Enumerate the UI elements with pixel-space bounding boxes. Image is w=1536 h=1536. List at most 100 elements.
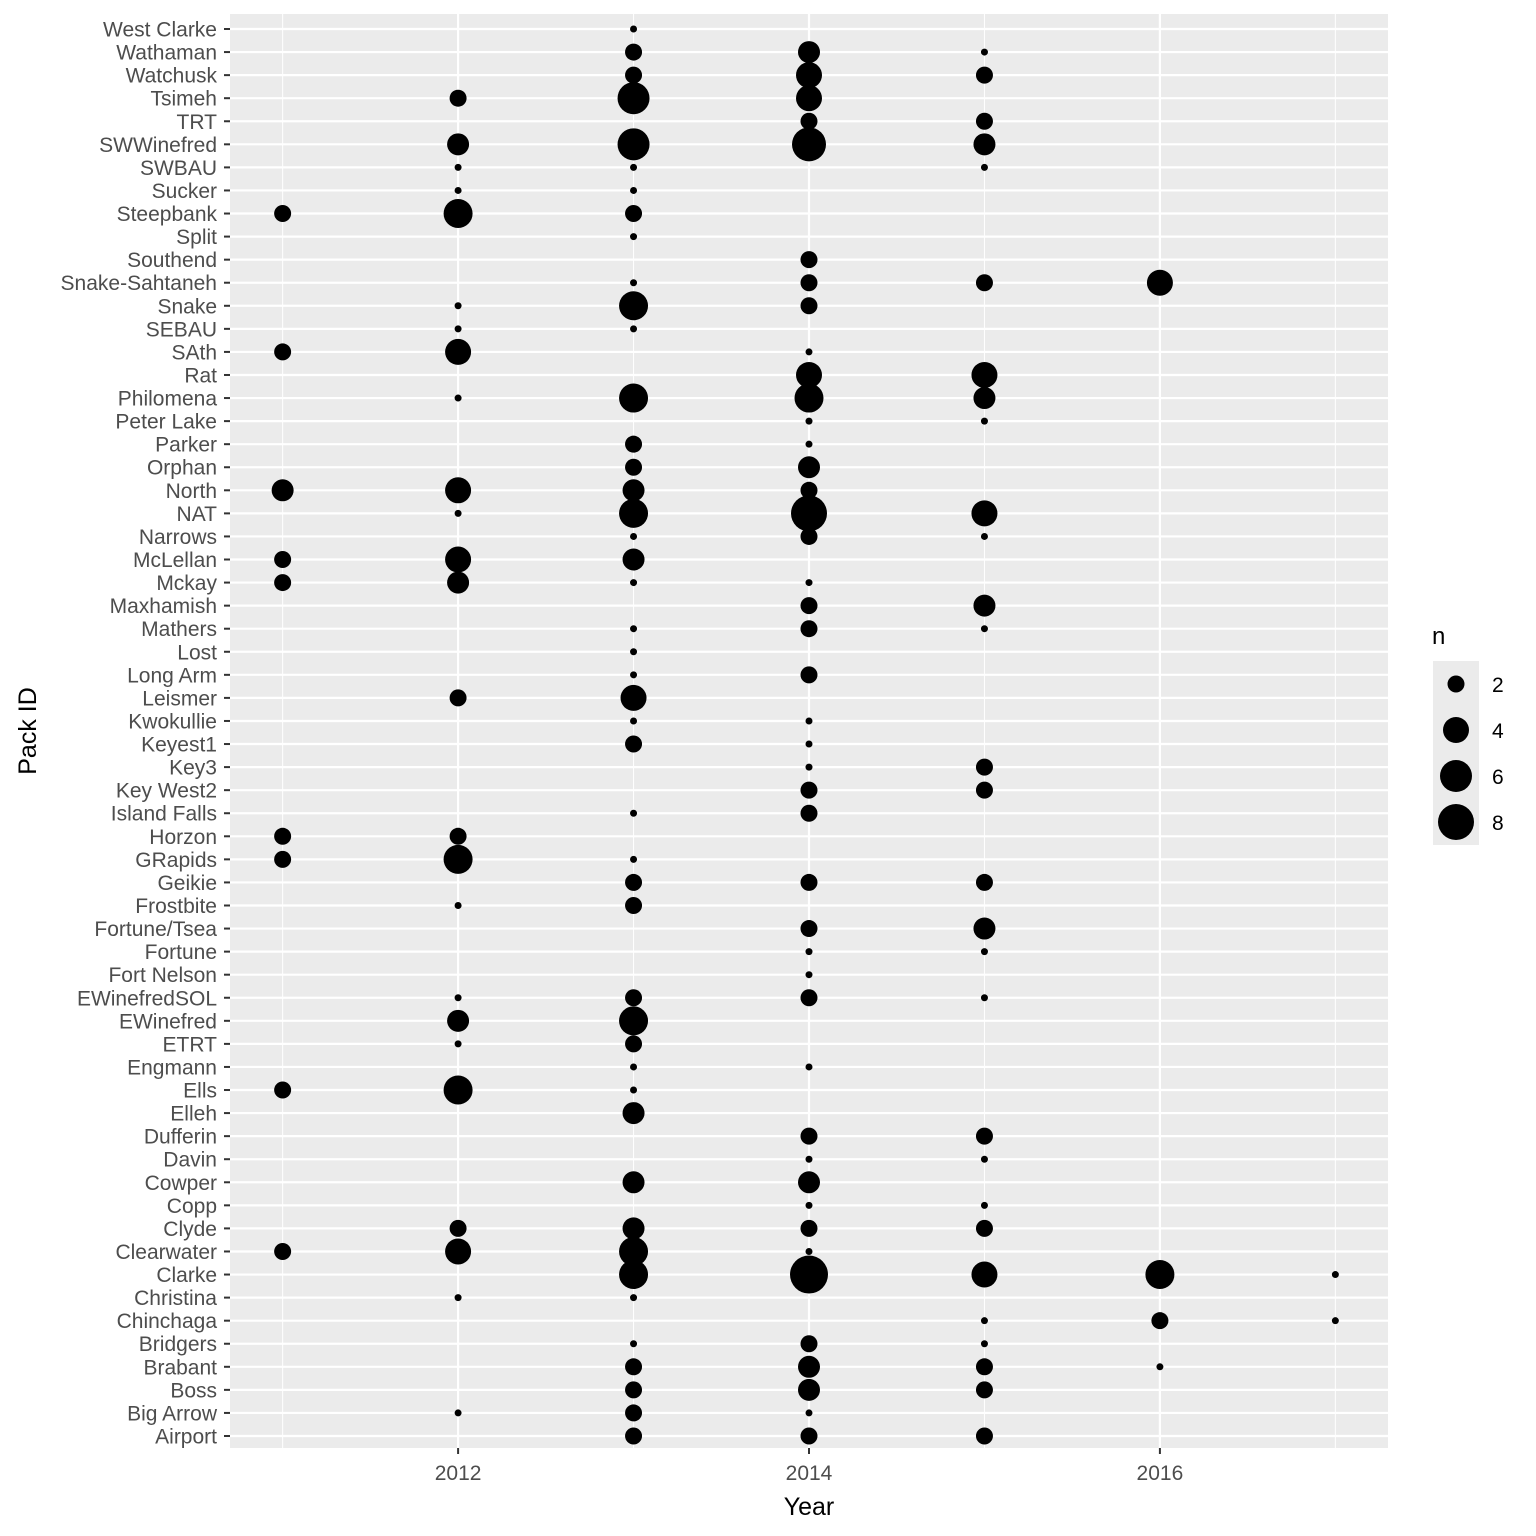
data-points xyxy=(271,25,1339,1445)
y-tick-label: Wathaman xyxy=(116,42,217,65)
data-point xyxy=(630,25,638,33)
y-tick-label: SAth xyxy=(171,341,217,364)
data-point xyxy=(445,546,472,573)
data-point xyxy=(630,671,638,679)
data-point xyxy=(975,1219,993,1237)
y-tick-label: Davin xyxy=(163,1149,217,1172)
data-point xyxy=(619,498,649,528)
data-point xyxy=(622,479,645,502)
data-point xyxy=(447,133,470,156)
data-point xyxy=(805,763,813,771)
y-tick-label: Boss xyxy=(170,1379,217,1402)
data-point xyxy=(798,1378,820,1401)
data-point xyxy=(800,920,818,938)
data-point xyxy=(800,666,818,684)
data-point xyxy=(625,1404,643,1422)
data-point xyxy=(454,509,462,517)
data-point xyxy=(790,1255,828,1294)
data-point xyxy=(274,827,292,845)
data-point xyxy=(980,1340,988,1348)
y-tick-label: Fort Nelson xyxy=(108,964,217,987)
data-point xyxy=(443,199,473,229)
legend-label: 4 xyxy=(1492,720,1504,743)
data-point xyxy=(443,844,473,874)
y-tick-label: Peter Lake xyxy=(115,411,217,434)
y-tick-label: Clearwater xyxy=(115,1241,217,1264)
data-point xyxy=(805,971,813,979)
data-point xyxy=(1146,269,1173,296)
legend-key xyxy=(1443,717,1469,743)
y-tick-label: Mckay xyxy=(156,572,217,595)
data-point xyxy=(619,1260,649,1290)
y-tick-label: Dufferin xyxy=(144,1126,217,1149)
data-point xyxy=(625,458,643,476)
data-point xyxy=(454,1294,462,1302)
data-point xyxy=(454,1040,462,1048)
data-point xyxy=(805,579,813,587)
y-tick-label: Island Falls xyxy=(111,803,217,826)
y-tick-label: Philomena xyxy=(118,388,218,411)
data-point xyxy=(630,1086,638,1094)
x-axis-title: Year xyxy=(784,1493,835,1521)
data-point xyxy=(980,1155,988,1163)
data-point xyxy=(630,717,638,725)
y-tick-label: Steepbank xyxy=(117,203,218,226)
legend-label: 2 xyxy=(1492,674,1504,697)
data-point xyxy=(971,500,998,527)
data-point xyxy=(619,291,649,321)
data-point xyxy=(973,917,996,940)
y-tick-label: Frostbite xyxy=(135,895,217,918)
data-point xyxy=(980,625,988,633)
data-point xyxy=(805,1247,813,1255)
data-point xyxy=(622,548,645,571)
y-tick-label: Southend xyxy=(127,249,217,272)
y-tick-label: Snake xyxy=(157,295,217,318)
y-tick-label: Clyde xyxy=(163,1218,217,1241)
data-point xyxy=(798,1355,820,1378)
data-point xyxy=(794,383,824,413)
data-point xyxy=(975,1127,993,1145)
data-point xyxy=(625,1381,643,1399)
y-tick-label: Tsimeh xyxy=(150,88,217,111)
data-point xyxy=(619,1006,649,1036)
y-tick-label: Long Arm xyxy=(127,664,217,687)
data-point xyxy=(274,551,292,569)
y-tick-label: Sucker xyxy=(152,180,217,203)
data-point xyxy=(805,740,813,748)
y-tick-label: Watchusk xyxy=(126,65,218,88)
y-tick-label: Key West2 xyxy=(116,780,217,803)
data-point xyxy=(975,1427,993,1445)
data-point xyxy=(630,1340,638,1348)
data-point xyxy=(971,1261,998,1288)
x-tick-label: 2014 xyxy=(786,1462,833,1485)
data-point xyxy=(980,948,988,956)
data-point xyxy=(625,896,643,914)
y-tick-label: Snake-Sahtaneh xyxy=(61,272,217,295)
data-point xyxy=(800,804,818,822)
y-tick-label: EWinefred xyxy=(119,1010,217,1033)
data-point xyxy=(805,1063,813,1071)
data-point xyxy=(798,1171,820,1194)
x-tick-label: 2012 xyxy=(435,1462,482,1485)
data-point xyxy=(617,128,650,161)
y-tick-label: Leismer xyxy=(142,687,217,710)
data-point xyxy=(625,873,643,891)
data-point xyxy=(980,48,988,56)
data-point xyxy=(625,435,643,453)
y-tick-label: Horzon xyxy=(149,826,217,849)
data-point xyxy=(630,1294,638,1302)
data-point xyxy=(800,781,818,799)
x-axis-ticks: 2012 2014 2016 xyxy=(435,1448,1183,1485)
data-point xyxy=(620,684,647,711)
data-point xyxy=(975,873,993,891)
data-point xyxy=(630,579,638,587)
data-point xyxy=(454,1409,462,1417)
data-point xyxy=(973,387,996,410)
data-point xyxy=(791,495,827,532)
data-point xyxy=(449,1219,467,1237)
y-tick-label: Kwokullie xyxy=(128,710,217,733)
data-point xyxy=(800,251,818,269)
data-point xyxy=(1331,1317,1339,1325)
y-tick-label: Fortune/Tsea xyxy=(94,918,217,941)
data-point xyxy=(445,1238,472,1265)
